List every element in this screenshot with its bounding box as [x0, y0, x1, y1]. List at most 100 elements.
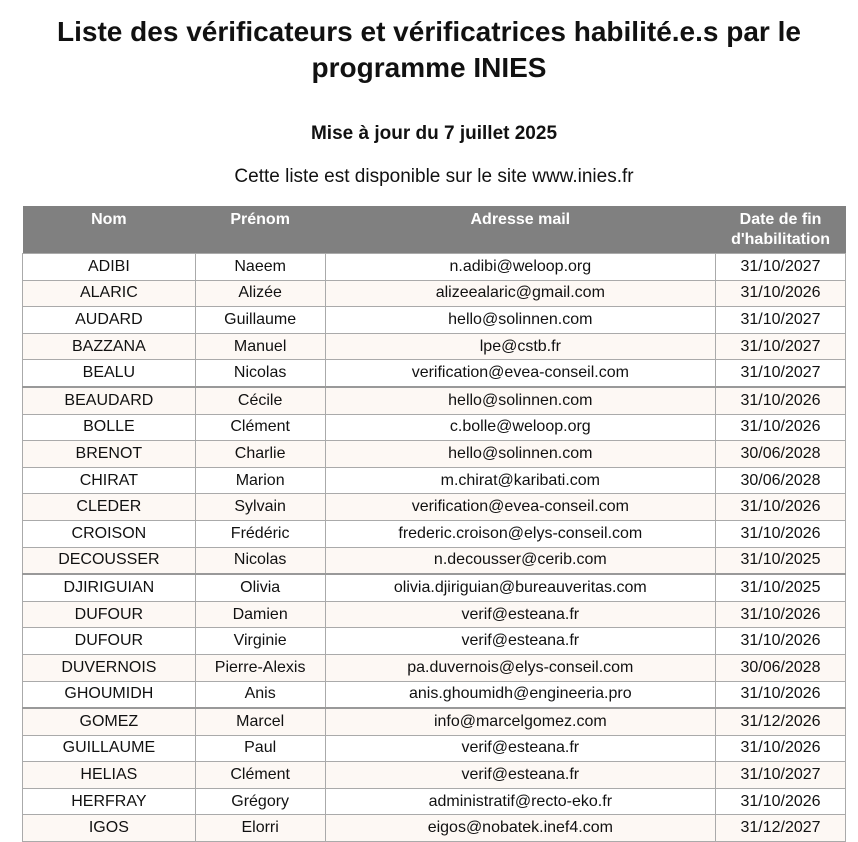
cell-date: 31/10/2026	[715, 680, 846, 710]
cell-date: 31/10/2027	[715, 306, 846, 334]
table-row: GHOUMIDH Anis anis.ghoumidh@engineeria.pro…	[22, 680, 846, 710]
cell-email: m.chirat@karibati.com	[324, 466, 717, 495]
cell-prenom: Virginie	[194, 627, 326, 655]
cell-email: olivia.djiriguian@bureauveritas.com	[324, 573, 717, 602]
table-row: HERFRAY Grégory administratif@recto-eko.fr…	[22, 787, 846, 816]
table-row: BRENOT Charlie hello@solinnen.com 30/06/202…	[22, 440, 846, 468]
cell-prenom: Elorri	[194, 814, 326, 842]
cell-date: 31/10/2026	[715, 787, 846, 816]
cell-nom: AUDARD	[22, 306, 196, 334]
cell-nom: IGOS	[22, 814, 196, 842]
cell-email: verif@esteana.fr	[324, 600, 717, 629]
cell-prenom: Anis	[194, 680, 326, 710]
cell-email: c.bolle@weloop.org	[324, 413, 717, 442]
cell-nom: BEAUDARD	[22, 386, 196, 415]
cell-prenom: Nicolas	[194, 546, 326, 576]
cell-nom: DUFOUR	[22, 600, 196, 629]
table-row: BEALU Nicolas verification@evea-conseil.co…	[22, 359, 846, 388]
cell-email: hello@solinnen.com	[324, 440, 717, 468]
cell-date: 31/10/2026	[715, 493, 846, 521]
cell-prenom: Clément	[194, 761, 326, 789]
cell-email: eigos@nobatek.inef4.com	[324, 814, 717, 842]
cell-nom: BAZZANA	[22, 332, 196, 361]
header-email: Adresse mail	[325, 206, 716, 254]
table-row: IGOS Elorri eigos@nobatek.inef4.com 31/12/2…	[22, 814, 846, 842]
header-prenom: Prénom	[195, 206, 326, 254]
cell-email: n.decousser@cerib.com	[324, 546, 717, 576]
cell-email: verif@esteana.fr	[324, 627, 717, 655]
cell-nom: DUFOUR	[22, 627, 196, 655]
cell-prenom: Frédéric	[194, 519, 326, 548]
cell-date: 31/10/2026	[715, 413, 846, 442]
cell-date: 31/10/2025	[715, 573, 846, 602]
cell-prenom: Charlie	[194, 440, 326, 468]
cell-nom: DUVERNOIS	[22, 653, 196, 682]
cell-date: 31/10/2026	[715, 600, 846, 629]
table-row: GUILLAUME Paul verif@esteana.fr 31/10/2026	[22, 734, 846, 763]
cell-email: anis.ghoumidh@engineeria.pro	[324, 680, 717, 710]
cell-date: 31/10/2025	[715, 546, 846, 576]
cell-prenom: Sylvain	[194, 493, 326, 521]
verifiers-table: Nom Prénom Adresse mail Date de fin d'ha…	[22, 206, 846, 842]
table-row: CROISON Frédéric frederic.croison@elys-con…	[22, 519, 846, 548]
availability-note: Cette liste est disponible sur le site w…	[234, 166, 634, 187]
table-row: ADIBI Naeem n.adibi@weloop.org 31/10/2027	[22, 253, 846, 281]
cell-date: 31/10/2027	[715, 332, 846, 361]
update-date: Mise à jour du 7 juillet 2025	[310, 123, 558, 144]
cell-nom: CHIRAT	[22, 466, 196, 495]
header-nom: Nom	[22, 206, 196, 254]
cell-date: 31/10/2027	[715, 359, 846, 388]
table-row: DUFOUR Virginie verif@esteana.fr 31/10/2026	[22, 627, 846, 655]
cell-nom: BEALU	[22, 359, 196, 388]
cell-prenom: Grégory	[194, 787, 326, 816]
cell-prenom: Nicolas	[194, 359, 326, 388]
cell-date: 31/10/2027	[715, 761, 846, 789]
cell-email: alizeealaric@gmail.com	[324, 279, 717, 308]
cell-nom: BOLLE	[22, 413, 196, 442]
cell-prenom: Guillaume	[194, 306, 326, 334]
cell-nom: ALARIC	[22, 279, 196, 308]
cell-date: 30/06/2028	[715, 466, 846, 495]
cell-nom: DJIRIGUIAN	[22, 573, 196, 602]
cell-date: 31/10/2026	[715, 279, 846, 308]
page-title: Liste des vérificateurs et vérificatrice…	[57, 16, 801, 83]
cell-nom: CLEDER	[22, 493, 196, 521]
cell-nom: CROISON	[22, 519, 196, 548]
table-row: DUVERNOIS Pierre-Alexis pa.duvernois@elys-…	[22, 653, 846, 682]
cell-prenom: Marcel	[194, 707, 326, 736]
cell-date: 31/10/2026	[715, 627, 846, 655]
cell-prenom: Naeem	[194, 253, 326, 281]
cell-nom: HERFRAY	[22, 787, 196, 816]
table-row: DJIRIGUIAN Olivia olivia.djiriguian@bureau…	[22, 573, 846, 602]
header-date: Date de fin d'habilitation	[715, 206, 846, 254]
cell-date: 31/10/2026	[715, 734, 846, 763]
table-row: CHIRAT Marion m.chirat@karibati.com 30/06/2…	[22, 466, 846, 495]
table-row: HELIAS Clément verif@esteana.fr 31/10/2027	[22, 761, 846, 789]
table-row: DECOUSSER Nicolas n.decousser@cerib.com 31/…	[22, 546, 846, 576]
cell-nom: HELIAS	[22, 761, 196, 789]
cell-date: 31/12/2026	[715, 707, 846, 736]
cell-date: 31/10/2026	[715, 519, 846, 548]
cell-prenom: Alizée	[194, 279, 326, 308]
cell-email: administratif@recto-eko.fr	[324, 787, 717, 816]
cell-prenom: Marion	[194, 466, 326, 495]
cell-nom: ADIBI	[22, 253, 196, 281]
table-row: CLEDER Sylvain verification@evea-conseil.c…	[22, 493, 846, 521]
cell-nom: GUILLAUME	[22, 734, 196, 763]
table-row: GOMEZ Marcel info@marcelgomez.com 31/12/202…	[22, 707, 846, 736]
cell-email: verif@esteana.fr	[324, 734, 717, 763]
cell-prenom: Cécile	[194, 386, 326, 415]
cell-email: verification@evea-conseil.com	[324, 359, 717, 388]
cell-nom: DECOUSSER	[22, 546, 196, 576]
cell-email: hello@solinnen.com	[324, 306, 717, 334]
cell-prenom: Manuel	[194, 332, 326, 361]
table-row: DUFOUR Damien verif@esteana.fr 31/10/2026	[22, 600, 846, 629]
cell-date: 30/06/2028	[715, 440, 846, 468]
cell-date: 31/10/2027	[715, 253, 846, 281]
table-row: ALARIC Alizée alizeealaric@gmail.com 31/10/…	[22, 279, 846, 308]
table-row: BAZZANA Manuel lpe@cstb.fr 31/10/2027	[22, 332, 846, 361]
cell-prenom: Damien	[194, 600, 326, 629]
cell-date: 30/06/2028	[715, 653, 846, 682]
table-header: Nom Prénom Adresse mail Date de fin d'ha…	[22, 206, 846, 254]
cell-nom: GHOUMIDH	[22, 680, 196, 710]
